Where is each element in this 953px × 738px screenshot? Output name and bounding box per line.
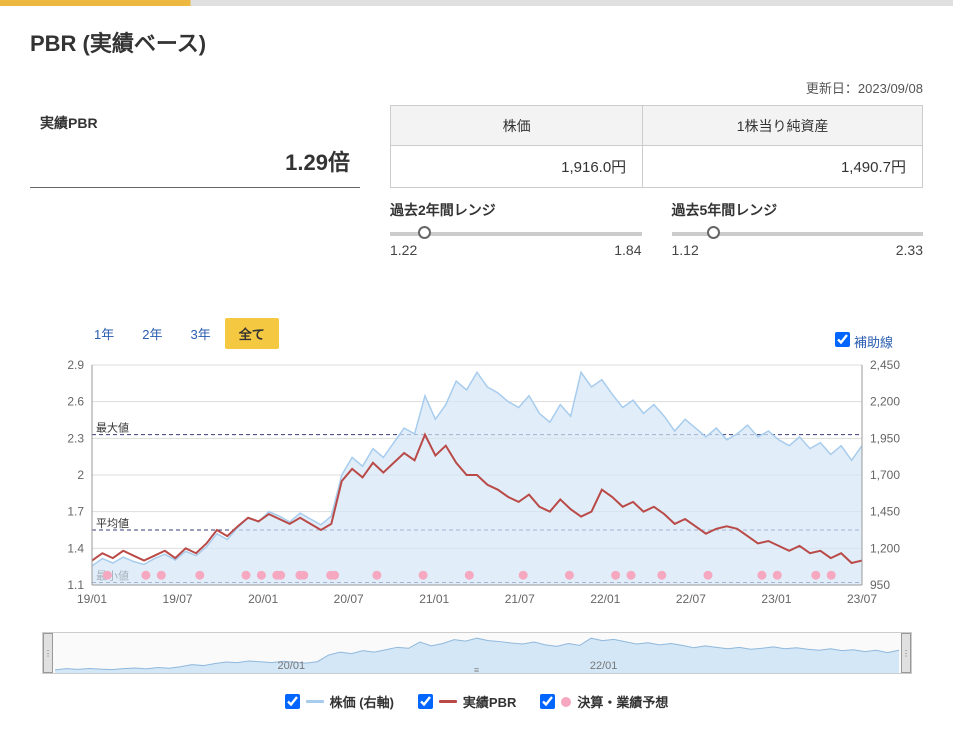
aux-line-toggle[interactable]: 補助線 <box>835 335 893 350</box>
tab-3年[interactable]: 3年 <box>176 318 224 349</box>
svg-text:22/01: 22/01 <box>590 592 620 606</box>
svg-text:2,200: 2,200 <box>870 395 900 409</box>
svg-text:2.9: 2.9 <box>67 358 84 372</box>
pbr-summary-box: 実績PBR 1.29倍 <box>30 105 360 188</box>
svg-text:2,450: 2,450 <box>870 358 900 372</box>
td-net-assets: 1,490.7円 <box>643 146 923 188</box>
aux-checkbox[interactable] <box>835 332 850 347</box>
range-track[interactable] <box>390 232 642 236</box>
price-table: 株価 1株当り純資産 1,916.0円 1,490.7円 <box>390 105 923 188</box>
period-tabs: 1年2年3年全て <box>80 318 279 349</box>
range-track[interactable] <box>672 232 924 236</box>
svg-text:最大値: 最大値 <box>96 421 129 435</box>
legend-checkbox[interactable] <box>285 694 300 709</box>
range-knob[interactable] <box>707 226 720 239</box>
svg-text:2: 2 <box>77 468 84 482</box>
legend: 株価 (右軸) 実績PBR 決算・業績予想 <box>30 692 923 711</box>
svg-text:1.4: 1.4 <box>67 541 84 555</box>
range-box-1: 過去5年間レンジ 1.12 2.33 <box>672 200 924 258</box>
svg-text:20/01: 20/01 <box>248 592 278 606</box>
th-stock-price: 株価 <box>391 106 643 146</box>
svg-text:1.1: 1.1 <box>67 578 84 592</box>
tab-2年[interactable]: 2年 <box>128 318 176 349</box>
range-max: 2.33 <box>896 242 923 258</box>
svg-text:23/07: 23/07 <box>847 592 877 606</box>
svg-text:1,950: 1,950 <box>870 431 900 445</box>
pbr-value: 1.29倍 <box>30 137 360 188</box>
svg-text:19/01: 19/01 <box>77 592 107 606</box>
svg-text:2.6: 2.6 <box>67 395 84 409</box>
range-label: 過去2年間レンジ <box>390 200 642 220</box>
svg-text:2.3: 2.3 <box>67 431 84 445</box>
th-net-assets: 1株当り純資産 <box>643 106 923 146</box>
legend-item-2[interactable]: 決算・業績予想 <box>540 692 668 711</box>
svg-text:23/01: 23/01 <box>761 592 791 606</box>
update-date: 更新日：2023/09/08 <box>30 78 923 97</box>
svg-text:950: 950 <box>870 578 890 592</box>
svg-text:21/07: 21/07 <box>505 592 535 606</box>
svg-text:20/01: 20/01 <box>278 660 306 672</box>
svg-text:21/01: 21/01 <box>419 592 449 606</box>
svg-text:22/07: 22/07 <box>676 592 706 606</box>
svg-text:1.7: 1.7 <box>67 505 84 519</box>
main-chart[interactable]: 1.1 1.4 1.7 2 2.3 2.6 2.9 950 1,200 1,450 1,700 1,9… <box>42 355 912 620</box>
svg-text:20/07: 20/07 <box>334 592 364 606</box>
range-min: 1.12 <box>672 242 699 258</box>
tab-1年[interactable]: 1年 <box>80 318 128 349</box>
legend-checkbox[interactable] <box>540 694 555 709</box>
page-title: PBR (実績ベース) <box>30 26 923 58</box>
legend-item-0[interactable]: 株価 (右軸) <box>285 692 394 711</box>
range-min: 1.22 <box>390 242 417 258</box>
svg-text:1,450: 1,450 <box>870 505 900 519</box>
pbr-label: 実績PBR <box>30 105 360 137</box>
tab-全て[interactable]: 全て <box>225 318 279 349</box>
legend-item-1[interactable]: 実績PBR <box>418 692 516 711</box>
range-max: 1.84 <box>614 242 641 258</box>
nav-handle-right[interactable]: ⋮ <box>901 633 911 673</box>
nav-handle-left[interactable]: ⋮ <box>43 633 53 673</box>
svg-text:1,200: 1,200 <box>870 541 900 555</box>
nav-grip-icon: ≡ <box>474 665 480 674</box>
svg-text:1,700: 1,700 <box>870 468 900 482</box>
navigator[interactable]: 20/01 22/01 ⋮ ⋮ ≡ <box>42 632 912 674</box>
svg-text:19/07: 19/07 <box>163 592 193 606</box>
range-knob[interactable] <box>418 226 431 239</box>
range-box-0: 過去2年間レンジ 1.22 1.84 <box>390 200 642 258</box>
legend-checkbox[interactable] <box>418 694 433 709</box>
svg-text:22/01: 22/01 <box>590 660 618 672</box>
td-stock-price: 1,916.0円 <box>391 146 643 188</box>
range-label: 過去5年間レンジ <box>672 200 924 220</box>
svg-text:平均値: 平均値 <box>96 517 129 530</box>
